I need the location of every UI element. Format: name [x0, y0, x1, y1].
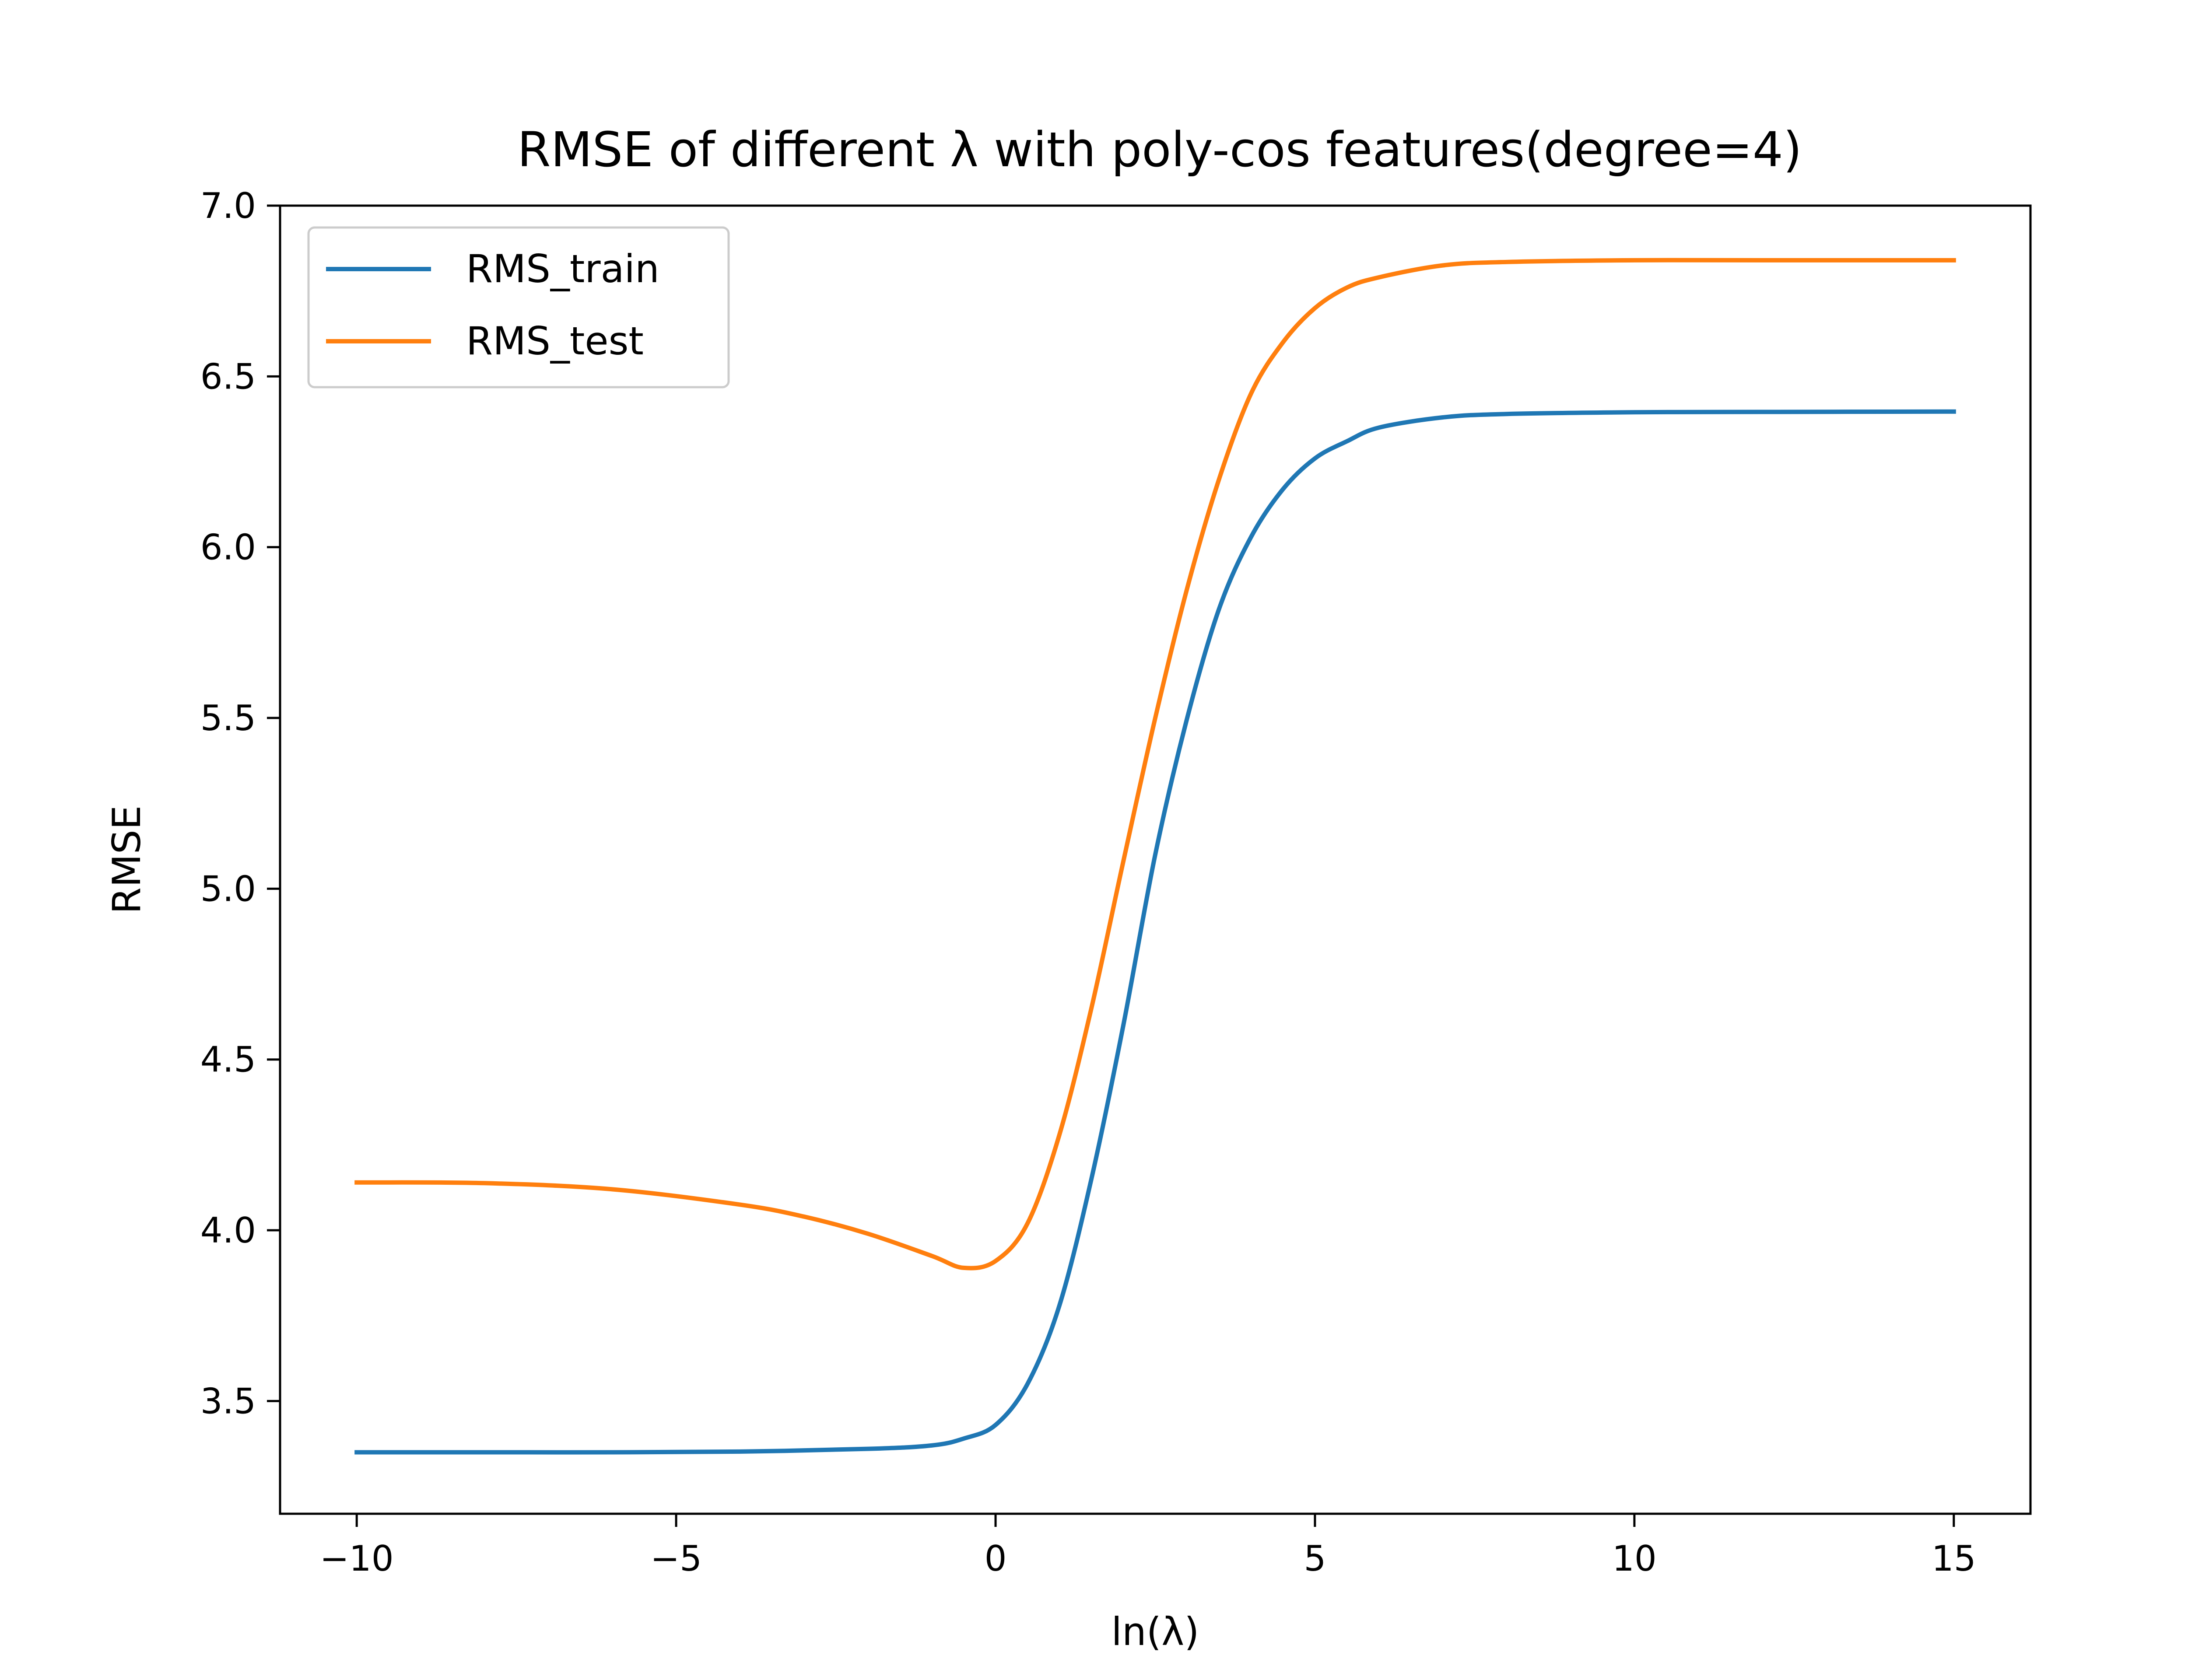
x-tick-label: −5: [650, 1538, 702, 1579]
chart-title: RMSE of different λ with poly-cos featur…: [517, 122, 1802, 178]
y-axis-label: RMSE: [104, 805, 149, 914]
plot-area-frame: [279, 204, 2032, 1515]
y-tick-label: 6.5: [200, 356, 256, 397]
x-tick-label: 0: [985, 1538, 1007, 1579]
series-line-rms-test: [354, 258, 1956, 1270]
y-tick-label: 7.0: [200, 186, 256, 226]
x-tick-label: −10: [320, 1538, 394, 1579]
series-lines: [354, 258, 1956, 1455]
y-tick-label: 5.5: [200, 698, 256, 738]
x-tick-label: 10: [1612, 1538, 1657, 1579]
legend-label: RMS_test: [466, 318, 644, 364]
legend: RMS_train RMS_test: [307, 226, 730, 388]
series-line-rms-train: [354, 409, 1956, 1455]
y-tick-label: 3.5: [200, 1381, 256, 1421]
y-tick-label: 5.0: [200, 868, 256, 909]
x-axis: −10 −5 0 5 10 15: [320, 1514, 1976, 1579]
x-tick-label: 5: [1304, 1538, 1326, 1579]
y-axis: 3.5 4.0 4.5 5.0 5.5 6.0 6.5 7.0: [200, 186, 280, 1421]
y-tick-label: 4.5: [200, 1040, 256, 1080]
x-axis-label: ln(λ): [1112, 1609, 1199, 1654]
x-tick-label: 15: [1932, 1538, 1976, 1579]
legend-label: RMS_train: [466, 246, 659, 291]
y-tick-label: 4.0: [200, 1210, 256, 1251]
y-tick-label: 6.0: [200, 527, 256, 568]
